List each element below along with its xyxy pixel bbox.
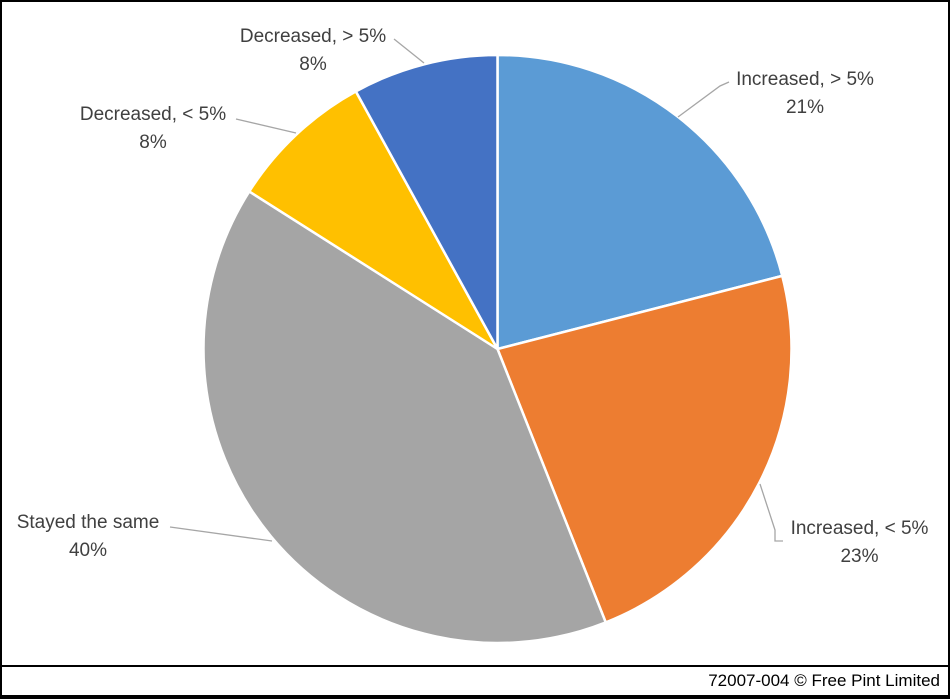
pie-label-stayed-same: Stayed the same 40%: [3, 509, 173, 565]
pie-label-percent: 23%: [840, 546, 879, 567]
attribution-footer: 72007-004 © Free Pint Limited: [2, 665, 948, 695]
pie-label-text: Decreased, < 5%: [79, 104, 227, 125]
pie-slice-3: [202, 190, 607, 645]
pie-slices: [202, 53, 793, 645]
pie-slice-2: [496, 274, 793, 624]
leader-line-decreased-lt5: [235, 118, 297, 134]
leader-lines: [169, 38, 783, 542]
pie-label-text: Increased, < 5%: [790, 518, 929, 539]
pie-label-text: Decreased, > 5%: [239, 26, 387, 47]
pie-label-text: Increased, > 5%: [736, 69, 874, 90]
pie-label-text: Stayed the same: [16, 512, 160, 533]
pie-slice-5: [354, 53, 499, 351]
pie-label-percent: 8%: [139, 132, 167, 153]
pie-label-increased-gt5: Increased, > 5% 21%: [720, 66, 890, 122]
leader-line-decreased-gt5: [393, 38, 425, 64]
pie-label-percent: 40%: [68, 540, 108, 561]
leader-line-increased-gt5: [677, 81, 730, 118]
attribution-text: 72007-004 © Free Pint Limited: [708, 671, 940, 690]
pie-slice-1: [496, 53, 784, 351]
pie-label-decreased-gt5: Decreased, > 5% 8%: [228, 23, 398, 79]
leader-line-stayed-same: [169, 526, 273, 542]
pie-chart-canvas: [169, 38, 793, 645]
pie-label-percent: 21%: [785, 97, 825, 118]
pie-label-decreased-lt5: Decreased, < 5% 8%: [68, 101, 238, 157]
leader-line-increased-lt5: [759, 483, 783, 542]
pie-label-percent: 8%: [299, 54, 327, 75]
pie-label-increased-lt5: Increased, < 5% 23%: [772, 515, 947, 571]
pie-chart: Increased, > 5% 21% Increased, < 5% 23% …: [2, 2, 948, 665]
pie-slice-4: [248, 90, 499, 351]
